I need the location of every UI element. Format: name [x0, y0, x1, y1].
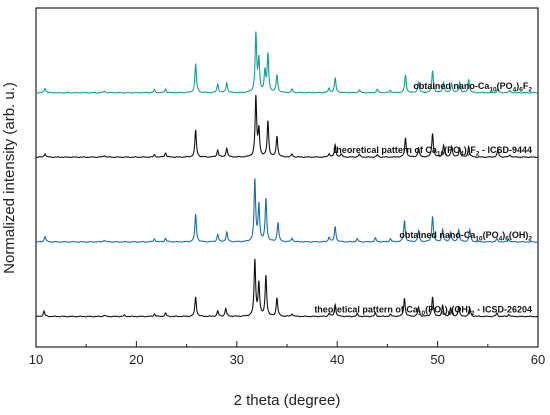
series-label-part: (PO — [425, 304, 441, 314]
series-label-part: 2 — [528, 86, 532, 93]
series-label-part: 6 — [467, 151, 471, 158]
series-label-part: obtained nano-Ca — [399, 230, 476, 240]
series-label-part: ) — [516, 81, 519, 91]
series-line-2 — [35, 178, 539, 243]
series-label-2: obtained nano-Ca10(PO4)6(OH)2 — [399, 230, 532, 243]
x-ticks: 10 20 30 40 50 60 — [29, 341, 545, 367]
series-line-3 — [35, 94, 539, 159]
series-label-part: 2 — [528, 235, 532, 242]
series-label-part: ) — [445, 304, 448, 314]
series-label-3: theoretical pattern of Ca10(PO4)6F2 - IC… — [333, 145, 532, 158]
x-tick-label: 20 — [129, 352, 143, 367]
x-tick-label: 30 — [230, 352, 244, 367]
series-label-part: theoretical pattern of Ca — [333, 145, 438, 155]
series-label-part: - ICSD-9444 — [479, 145, 532, 155]
series-label-part: F — [470, 145, 476, 155]
series-label-part: (OH) — [451, 304, 471, 314]
series-label-part: 4 — [513, 86, 517, 93]
series-label-part: 10 — [437, 151, 445, 158]
series-label-part: theoretical pattern of Ca — [314, 304, 419, 314]
series-line-1 — [35, 258, 539, 318]
series-label-part: - ICSD-26204 — [474, 304, 532, 314]
series-label-part: (PO — [483, 230, 499, 240]
plot-frame — [35, 7, 539, 348]
series-label-part: 4 — [441, 310, 445, 317]
y-axis-title: Normalized intensity (arb. u.) — [1, 82, 18, 274]
series-label-part: 4 — [499, 235, 503, 242]
series-label-part: ) — [502, 230, 505, 240]
series-label-part: (PO — [497, 81, 513, 91]
series-label-1: theoretical pattern of Ca10(PO4)6(OH)2 -… — [314, 304, 532, 317]
series-label-part: (OH) — [509, 230, 529, 240]
series-label-part: 6 — [505, 235, 509, 242]
series-label-part: 10 — [489, 86, 497, 93]
series-label-part: ) — [464, 145, 467, 155]
series-label-part: F — [523, 81, 529, 91]
series-label-part: 2 — [471, 310, 475, 317]
series-label-part: obtained nano-Ca — [413, 81, 490, 91]
series-label-part: 4 — [460, 151, 464, 158]
x-tick-label: 10 — [29, 352, 43, 367]
x-tick-label: 50 — [430, 352, 444, 367]
series-label-part: 10 — [418, 310, 426, 317]
series-line-4 — [35, 31, 539, 94]
series-label-part: 6 — [519, 86, 523, 93]
x-tick-label: 40 — [330, 352, 344, 367]
x-tick-label: 60 — [531, 352, 545, 367]
series-layer — [35, 31, 539, 318]
series-label-part: 10 — [475, 235, 483, 242]
x-axis-title: 2 theta (degree) — [234, 392, 341, 409]
series-label-part: 2 — [476, 151, 480, 158]
series-label-4: obtained nano-Ca10(PO4)6F2 — [413, 81, 532, 94]
series-label-part: (PO — [444, 145, 460, 155]
series-label-part: 6 — [448, 310, 452, 317]
